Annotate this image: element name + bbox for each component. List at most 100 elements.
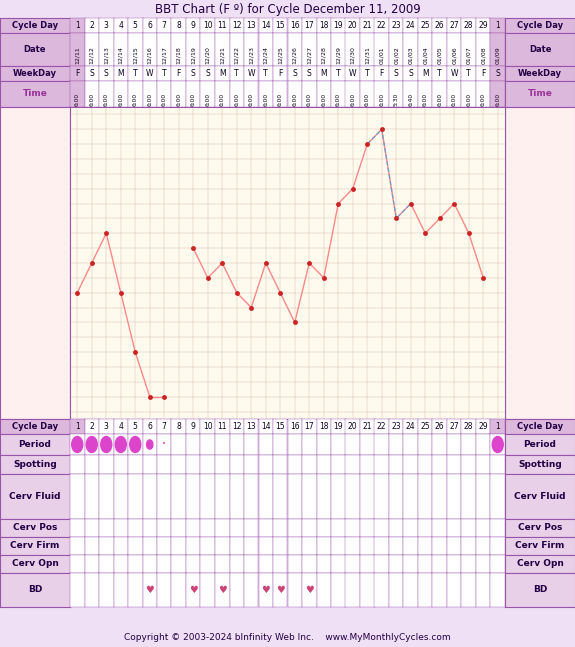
Text: Cycle Day: Cycle Day <box>12 21 58 30</box>
Text: ♥: ♥ <box>189 585 198 595</box>
Text: 17: 17 <box>304 422 314 431</box>
Text: ♥: ♥ <box>145 585 154 595</box>
Text: 12/30: 12/30 <box>350 47 355 64</box>
Text: 23: 23 <box>392 422 401 431</box>
Text: 12/29: 12/29 <box>336 47 341 64</box>
Text: 12/28: 12/28 <box>321 47 326 64</box>
Text: 12/11: 12/11 <box>75 47 80 64</box>
Text: 12/24: 12/24 <box>263 47 269 64</box>
Text: 6:00: 6:00 <box>278 93 283 105</box>
Text: F: F <box>278 69 282 78</box>
Text: 6:00: 6:00 <box>162 93 167 105</box>
Text: 6:00: 6:00 <box>89 93 94 105</box>
Text: 1: 1 <box>496 21 500 30</box>
Text: S: S <box>104 69 109 78</box>
Text: 6:00: 6:00 <box>466 93 472 105</box>
Text: F: F <box>380 69 384 78</box>
Text: F: F <box>481 69 485 78</box>
Text: 1: 1 <box>496 422 500 431</box>
Text: 6:00: 6:00 <box>75 93 80 105</box>
Text: 6:00: 6:00 <box>234 93 239 105</box>
Text: 14: 14 <box>261 21 271 30</box>
Text: S: S <box>394 69 398 78</box>
Text: 6:00: 6:00 <box>205 93 210 105</box>
Text: 6:00: 6:00 <box>104 93 109 105</box>
Text: Date: Date <box>529 45 551 54</box>
Text: S: S <box>496 69 500 78</box>
Text: F: F <box>75 69 79 78</box>
Text: M: M <box>219 69 225 78</box>
Text: W: W <box>450 69 458 78</box>
Text: 28: 28 <box>464 422 473 431</box>
Text: 6:00: 6:00 <box>380 93 384 105</box>
Text: 01/03: 01/03 <box>408 47 413 64</box>
Text: 01/06: 01/06 <box>452 47 457 64</box>
Text: 3: 3 <box>104 21 109 30</box>
Text: 22: 22 <box>377 422 386 431</box>
Text: 29: 29 <box>478 422 488 431</box>
Text: 7: 7 <box>162 422 167 431</box>
Text: 01/01: 01/01 <box>380 47 384 64</box>
Text: Period: Period <box>524 440 557 449</box>
Text: S: S <box>191 69 196 78</box>
Text: 10: 10 <box>203 21 213 30</box>
Text: 12/31: 12/31 <box>365 47 370 64</box>
Text: 23: 23 <box>392 21 401 30</box>
Text: Cycle Day: Cycle Day <box>517 422 563 431</box>
Text: Cycle Day: Cycle Day <box>517 21 563 30</box>
Text: 5:30: 5:30 <box>394 93 398 105</box>
Text: 5: 5 <box>133 21 137 30</box>
Text: 6:00: 6:00 <box>249 93 254 105</box>
Text: 15: 15 <box>275 422 285 431</box>
Text: 6:40: 6:40 <box>408 93 413 105</box>
Text: 12/21: 12/21 <box>220 47 225 64</box>
Text: T: T <box>162 69 167 78</box>
Text: 6:00: 6:00 <box>336 93 341 105</box>
Text: 11: 11 <box>217 21 227 30</box>
Text: 29: 29 <box>478 21 488 30</box>
Text: 6:00: 6:00 <box>292 93 297 105</box>
Text: 12/26: 12/26 <box>292 47 297 64</box>
Text: 9: 9 <box>191 422 196 431</box>
Text: Cerv Fluid: Cerv Fluid <box>514 492 566 501</box>
Text: Cerv Pos: Cerv Pos <box>518 523 562 532</box>
Text: S: S <box>89 69 94 78</box>
Text: 18: 18 <box>319 21 328 30</box>
Text: Date: Date <box>24 45 46 54</box>
Text: 12/27: 12/27 <box>306 47 312 64</box>
Text: 3: 3 <box>104 422 109 431</box>
Text: 13: 13 <box>247 21 256 30</box>
Text: T: T <box>365 69 370 78</box>
Text: 4: 4 <box>118 21 123 30</box>
Text: W: W <box>349 69 356 78</box>
Text: 12: 12 <box>232 422 242 431</box>
Text: S: S <box>205 69 210 78</box>
Text: 2: 2 <box>89 422 94 431</box>
Circle shape <box>492 437 503 452</box>
Text: 6:00: 6:00 <box>365 93 370 105</box>
Text: 27: 27 <box>450 21 459 30</box>
Text: 1: 1 <box>75 21 79 30</box>
Text: 7: 7 <box>162 21 167 30</box>
Text: 1: 1 <box>75 422 79 431</box>
Text: Time: Time <box>528 89 553 98</box>
Text: WeekDay: WeekDay <box>518 69 562 78</box>
Text: 6:00: 6:00 <box>481 93 486 105</box>
Text: Cerv Firm: Cerv Firm <box>10 542 60 551</box>
Text: 12/13: 12/13 <box>104 47 109 64</box>
Text: 25: 25 <box>420 422 430 431</box>
Text: Cycle Day: Cycle Day <box>12 422 58 431</box>
Text: Copyright © 2003-2024 bInfinity Web Inc.    www.MyMonthlyCycles.com: Copyright © 2003-2024 bInfinity Web Inc.… <box>124 633 451 641</box>
Circle shape <box>130 437 141 452</box>
Text: T: T <box>466 69 471 78</box>
Text: T: T <box>235 69 239 78</box>
Text: 6:00: 6:00 <box>423 93 428 105</box>
Text: 6:00: 6:00 <box>220 93 225 105</box>
Text: 17: 17 <box>304 21 314 30</box>
Text: Cerv Pos: Cerv Pos <box>13 523 57 532</box>
Text: 24: 24 <box>406 21 416 30</box>
Text: ♥: ♥ <box>305 585 313 595</box>
Text: 6:00: 6:00 <box>118 93 123 105</box>
Text: Cerv Firm: Cerv Firm <box>515 542 565 551</box>
Text: 6:00: 6:00 <box>263 93 269 105</box>
